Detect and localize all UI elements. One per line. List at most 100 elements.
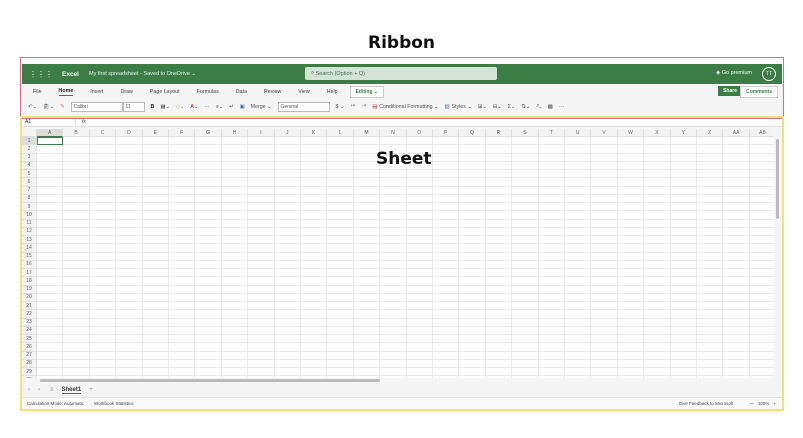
column-header[interactable]: T	[538, 129, 565, 137]
row-header[interactable]: 13	[22, 236, 37, 245]
cell[interactable]	[459, 161, 486, 170]
cell[interactable]	[565, 194, 592, 203]
cell[interactable]	[538, 302, 565, 311]
cell[interactable]	[723, 326, 750, 335]
cell[interactable]	[538, 293, 565, 302]
cell[interactable]	[749, 368, 774, 377]
cell[interactable]	[353, 310, 381, 319]
cell[interactable]	[301, 326, 328, 335]
cell[interactable]	[143, 376, 169, 378]
cell[interactable]	[723, 161, 750, 170]
cell[interactable]	[274, 252, 301, 261]
cell[interactable]	[142, 203, 169, 212]
cell[interactable]	[37, 310, 64, 319]
cell[interactable]	[459, 277, 486, 286]
autosum-icon[interactable]: Σ⌄	[507, 103, 516, 110]
cell[interactable]	[644, 293, 671, 302]
cell[interactable]	[723, 368, 750, 377]
cell[interactable]	[485, 244, 513, 253]
cell[interactable]	[433, 186, 460, 195]
cell[interactable]	[169, 335, 196, 344]
more-font-button[interactable]: ···	[204, 103, 210, 110]
cell[interactable]	[565, 343, 592, 352]
cell[interactable]	[512, 269, 539, 278]
cell[interactable]	[459, 227, 486, 236]
cell[interactable]	[406, 359, 433, 368]
row-header[interactable]: 26	[22, 343, 37, 352]
cell[interactable]	[565, 293, 592, 302]
cell[interactable]	[617, 293, 645, 302]
all-sheets-icon[interactable]: ≡	[50, 387, 54, 393]
cell[interactable]	[195, 376, 222, 378]
cell[interactable]	[89, 343, 117, 352]
cell[interactable]	[697, 153, 724, 162]
sheet-tab[interactable]: Sheet1	[61, 386, 82, 394]
cell[interactable]	[433, 260, 460, 269]
cell[interactable]	[538, 211, 565, 220]
cell[interactable]	[195, 236, 222, 245]
cell[interactable]	[63, 359, 90, 368]
cell[interactable]	[512, 153, 539, 162]
cell[interactable]	[617, 277, 645, 286]
cell[interactable]	[591, 368, 618, 377]
undo-icon[interactable]: ↶⌄	[28, 103, 37, 110]
cell[interactable]	[617, 203, 645, 212]
cell[interactable]	[459, 318, 486, 327]
document-title[interactable]: My first spreadsheet - Saved to OneDrive…	[89, 71, 197, 77]
cell[interactable]	[89, 326, 117, 335]
tab-review[interactable]: Review	[263, 88, 282, 95]
cell[interactable]	[459, 335, 486, 344]
column-header[interactable]: S	[512, 129, 539, 137]
editing-mode-button[interactable]: Editing ⌄	[349, 85, 385, 98]
cell[interactable]	[565, 244, 592, 253]
cell[interactable]	[433, 318, 460, 327]
cell[interactable]	[301, 277, 328, 286]
cell[interactable]	[538, 137, 565, 146]
tab-view[interactable]: View	[298, 88, 310, 95]
cell[interactable]	[274, 211, 301, 220]
cell[interactable]	[512, 310, 539, 319]
cell[interactable]	[380, 227, 407, 236]
cell[interactable]	[301, 302, 328, 311]
go-premium-button[interactable]: ◈ Go premium	[716, 70, 752, 76]
row-header[interactable]: 28	[22, 359, 37, 368]
cell[interactable]	[380, 351, 407, 360]
cell[interactable]	[644, 285, 671, 294]
cell[interactable]	[301, 161, 328, 170]
tab-file[interactable]: File	[33, 88, 42, 95]
cell[interactable]	[301, 285, 328, 294]
cell[interactable]	[406, 343, 433, 352]
cell[interactable]	[539, 376, 565, 378]
column-header[interactable]: K	[301, 129, 328, 137]
cell[interactable]	[353, 244, 381, 253]
cell[interactable]	[221, 161, 249, 170]
cell[interactable]	[644, 343, 671, 352]
cell[interactable]	[63, 161, 90, 170]
cell[interactable]	[433, 211, 460, 220]
cell[interactable]	[433, 285, 460, 294]
cell[interactable]	[169, 293, 196, 302]
column-header[interactable]: U	[565, 129, 592, 137]
cell[interactable]	[353, 326, 381, 335]
calculation-mode[interactable]: Calculation Mode: Automatic	[27, 400, 85, 406]
cell[interactable]	[565, 227, 592, 236]
cell[interactable]	[644, 368, 671, 377]
cell[interactable]	[485, 351, 513, 360]
cell[interactable]	[591, 326, 618, 335]
cell[interactable]	[591, 376, 618, 378]
cell[interactable]	[749, 360, 774, 368]
cell[interactable]	[301, 368, 328, 377]
cell[interactable]	[644, 211, 671, 220]
cell[interactable]	[380, 335, 407, 344]
cell[interactable]	[749, 170, 774, 179]
borders-icon[interactable]: ▦⌄	[160, 103, 170, 110]
cell[interactable]	[538, 170, 565, 179]
cell[interactable]	[723, 153, 750, 162]
column-header[interactable]: I	[248, 129, 275, 137]
cell[interactable]	[512, 236, 539, 245]
cell[interactable]	[723, 186, 750, 195]
cell[interactable]	[670, 145, 697, 154]
cell[interactable]	[485, 285, 513, 294]
cell[interactable]	[697, 178, 724, 187]
cell[interactable]	[486, 376, 513, 378]
